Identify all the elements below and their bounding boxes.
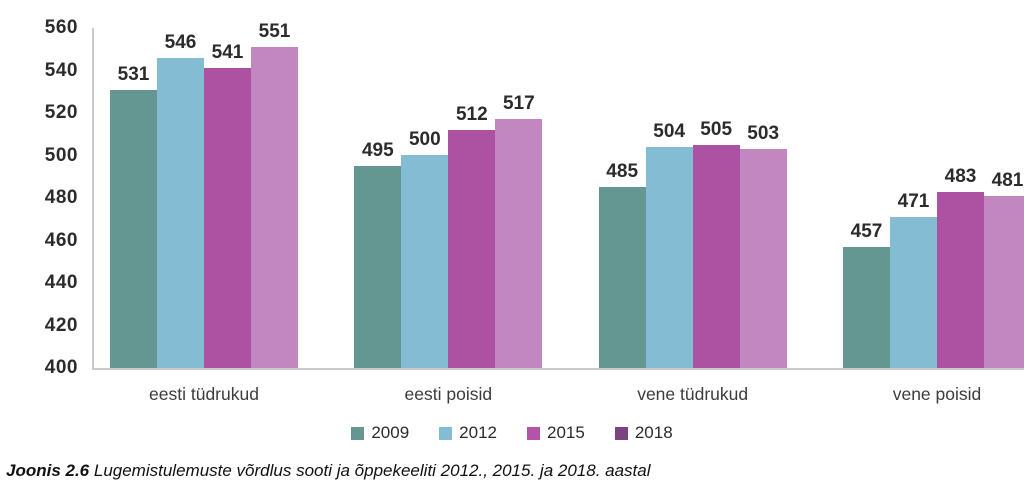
bar-2018: 481: [983, 170, 1024, 368]
bar-2009: 485: [598, 161, 646, 368]
y-axis-tick-label: 540: [44, 59, 78, 81]
y-axis-tick-label: 460: [44, 229, 78, 251]
y-axis-tick-label: 400: [44, 357, 78, 378]
plot-area: 531 546 541 551 eesti tüdrukud 495 500 512 517 ee…: [92, 21, 1024, 404]
legend-swatch: [527, 426, 540, 440]
bar-2018: 503: [739, 123, 787, 368]
bar-value-label: 541: [211, 42, 244, 63]
bar-group: 457 471 483 481 vene poisid: [842, 166, 1024, 404]
bar-value-label: 500: [408, 129, 441, 150]
bar-2015: 512: [448, 104, 496, 368]
y-axis-tick-label: 560: [44, 17, 78, 38]
legend-item-2009: 2009: [351, 423, 409, 443]
legend-swatch: [439, 426, 453, 440]
y-axis-tick-label: 520: [44, 102, 78, 123]
bar-value-label: 471: [897, 191, 930, 212]
bar-value-label: 495: [361, 140, 394, 161]
y-axis-tick-label: 480: [44, 187, 78, 208]
bar-value-label: 503: [747, 123, 780, 144]
category-label: eesti tüdrukud: [149, 384, 259, 404]
bar-value-label: 512: [455, 104, 488, 125]
y-axis-tick-label: 420: [44, 314, 78, 336]
bar-2015: 541: [204, 42, 251, 368]
legend-swatch: [614, 426, 628, 440]
bar-2009: 531: [110, 64, 157, 368]
bar-value-label: 531: [117, 64, 150, 85]
bar-2012: 546: [157, 32, 204, 368]
bar-2012: 504: [645, 121, 693, 368]
bar-2015: 505: [692, 119, 740, 368]
bar-2012: 471: [889, 191, 937, 368]
bar-2009: 457: [842, 221, 890, 368]
bar-group: 485 504 505 503 vene tüdrukud: [598, 119, 787, 404]
category-label: vene tüdrukud: [637, 384, 749, 404]
legend: 2009 2012 2015 2018: [0, 423, 1024, 443]
category-label: vene poisid: [892, 384, 982, 404]
bar-value-label: 485: [606, 161, 639, 182]
bar-value-label: 551: [258, 21, 291, 42]
bar-value-label: 483: [944, 166, 977, 187]
legend-label: 2009: [371, 423, 410, 442]
bar-value-label: 517: [502, 93, 535, 114]
category-label: eesti poisid: [404, 384, 493, 404]
bar-value-label: 481: [991, 170, 1024, 191]
caption-figure-number: Joonis 2.6: [6, 461, 90, 480]
bar-2018: 517: [495, 93, 543, 368]
y-axis-tick-label: 440: [44, 272, 78, 293]
bar-group: 531 546 541 551 eesti tüdrukud: [110, 21, 298, 404]
y-axis-tick-label: 500: [44, 144, 78, 166]
bar-value-label: 504: [653, 121, 686, 142]
bar-value-label: 505: [700, 119, 733, 140]
bar-2009: 495: [354, 140, 402, 368]
y-axis: 560 540 520 500 480 460 440 420 400: [0, 0, 78, 420]
caption-text: Lugemistulemuste võrdlus sooti ja õppeke…: [89, 461, 651, 480]
legend-label: 2015: [547, 423, 585, 442]
legend-item-2015: 2015: [527, 423, 585, 443]
legend-label: 2012: [459, 423, 497, 442]
legend-item-2018: 2018: [614, 423, 673, 443]
bar-group: 495 500 512 517 eesti poisid: [354, 93, 543, 404]
bar-value-label: 457: [850, 221, 883, 242]
figure-caption: Joonis 2.6 Lugemistulemuste võrdlus soot…: [6, 461, 651, 481]
legend-label: 2018: [634, 423, 673, 442]
legend-swatch: [351, 426, 365, 440]
bar-2018: 551: [251, 21, 298, 368]
bar-2012: 500: [401, 129, 449, 368]
legend-item-2012: 2012: [439, 423, 497, 443]
bar-2015: 483: [936, 166, 984, 368]
bar-value-label: 546: [164, 32, 197, 53]
